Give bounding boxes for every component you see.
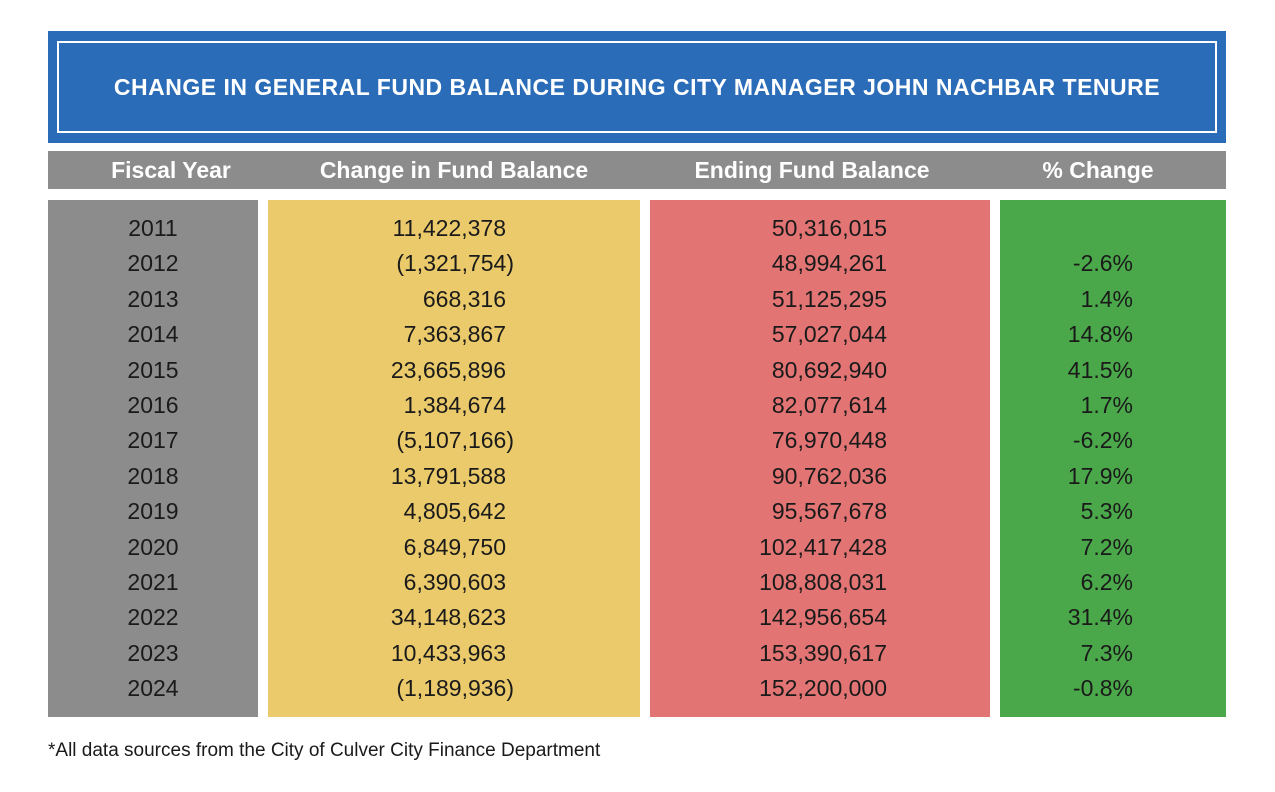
fiscal-year-cell: 2011 (128, 215, 178, 241)
fiscal-year-cell: 2013 (127, 285, 179, 312)
header-row: Fiscal Year Change in Fund Balance Endin… (48, 151, 1226, 189)
change-in-fund-balance-cell: 1,384,674 (403, 392, 506, 418)
ending-fund-balance-cell: 152,200,000 (759, 675, 887, 702)
percent-change-cell: 31.4% (1067, 604, 1133, 631)
percent-change-cell: 1.4% (1080, 285, 1133, 312)
fiscal-year-cell: 2016 (127, 392, 179, 418)
ending-fund-balance-cell: 90,762,036 (771, 462, 887, 489)
percent-change-cell: 1.7% (1080, 392, 1133, 418)
percent-change-cell: 17.9% (1067, 462, 1133, 489)
percent-change-cell: -0.8% (1072, 675, 1133, 702)
fiscal-year-cell: 2022 (127, 604, 179, 631)
change-in-fund-balance-cell: 10,433,963 (390, 639, 506, 666)
fiscal-year-column: 2011 2012 2013 2014 2015 2016 2017 2018 2019 2020… (48, 200, 258, 717)
percent-change-cell: -2.6% (1072, 250, 1133, 277)
header-percent-change: % Change (1042, 157, 1154, 183)
percent-change-cell: 7.3% (1080, 639, 1133, 666)
change-in-fund-balance-cell: 4,805,642 (403, 498, 506, 525)
fiscal-year-cell: 2021 (127, 569, 179, 595)
fiscal-year-cell: 2017 (127, 427, 179, 454)
fiscal-year-cell: 2012 (127, 250, 179, 277)
percent-change-cell: 7.2% (1080, 533, 1133, 560)
percent-change-column: -2.6% 1.4% 14.8% 41.5% 1.7% -6.2% 17.9% 5.3% 7.2… (1000, 200, 1226, 717)
ending-fund-balance-cell: 51,125,295 (771, 285, 887, 312)
change-in-fund-balance-cell: (1,321,754) (396, 250, 514, 277)
percent-change-cell: -6.2% (1072, 427, 1133, 454)
percent-change-cell: 5.3% (1080, 498, 1133, 525)
change-in-fund-balance-cell: 6,390,603 (403, 569, 506, 595)
change-in-fund-balance-cell: 6,849,750 (403, 533, 506, 560)
fiscal-year-cell: 2024 (127, 675, 179, 702)
ending-fund-balance-cell: 48,994,261 (771, 250, 887, 277)
fiscal-year-cell: 2020 (127, 533, 179, 560)
percent-change-cell: 6.2% (1080, 569, 1133, 595)
ending-fund-balance-cell: 76,970,448 (771, 427, 887, 454)
fiscal-year-cell: 2019 (127, 498, 179, 525)
ending-fund-balance-cell: 102,417,428 (759, 533, 887, 560)
ending-fund-balance-cell: 153,390,617 (759, 639, 887, 666)
header-fiscal-year: Fiscal Year (111, 157, 231, 183)
change-in-fund-balance-cell: 7,363,867 (403, 321, 506, 348)
footnote: *All data sources from the City of Culve… (48, 740, 601, 761)
header-ending-fund-balance: Ending Fund Balance (694, 157, 930, 183)
change-in-fund-balance-cell: 668,316 (422, 285, 506, 312)
ending-fund-balance-cell: 142,956,654 (759, 604, 887, 631)
header-change-in-fund-balance: Change in Fund Balance (319, 157, 589, 183)
title-banner: CHANGE IN GENERAL FUND BALANCE DURING CI… (48, 31, 1226, 143)
percent-change-cell: 41.5% (1067, 356, 1133, 383)
table-title: CHANGE IN GENERAL FUND BALANCE DURING CI… (113, 73, 1161, 100)
ending-fund-balance-cell: 50,316,015 (771, 215, 887, 241)
change-in-fund-balance-cell: (5,107,166) (396, 427, 514, 454)
fiscal-year-cell: 2015 (127, 356, 179, 383)
ending-fund-balance-cell: 82,077,614 (771, 392, 887, 418)
ending-fund-balance-cell: 80,692,940 (771, 356, 887, 383)
percent-change-cell (1000, 212, 1133, 244)
ending-fund-balance-column: 50,316,015 48,994,261 51,125,295 57,027,044… (650, 200, 990, 717)
percent-change-cell: 14.8% (1067, 321, 1133, 348)
fiscal-year-cell: 2023 (127, 639, 179, 666)
ending-fund-balance-cell: 57,027,044 (771, 321, 887, 348)
title-frame: CHANGE IN GENERAL FUND BALANCE DURING CI… (57, 41, 1217, 133)
fiscal-year-cell: 2014 (127, 321, 179, 348)
fiscal-year-cell: 2018 (127, 462, 179, 489)
ending-fund-balance-cell: 95,567,678 (771, 498, 887, 525)
change-in-fund-balance-cell: 11,422,378 (392, 215, 506, 241)
change-in-fund-balance-cell: 13,791,588 (390, 462, 506, 489)
change-in-fund-balance-column: 11,422,378 (1,321,754) 668,316 7,363,867 23,… (268, 200, 640, 717)
ending-fund-balance-cell: 108,808,031 (759, 569, 887, 595)
change-in-fund-balance-cell: 23,665,896 (390, 356, 506, 383)
change-in-fund-balance-cell: 34,148,623 (390, 604, 506, 631)
change-in-fund-balance-cell: (1,189,936) (396, 675, 514, 702)
